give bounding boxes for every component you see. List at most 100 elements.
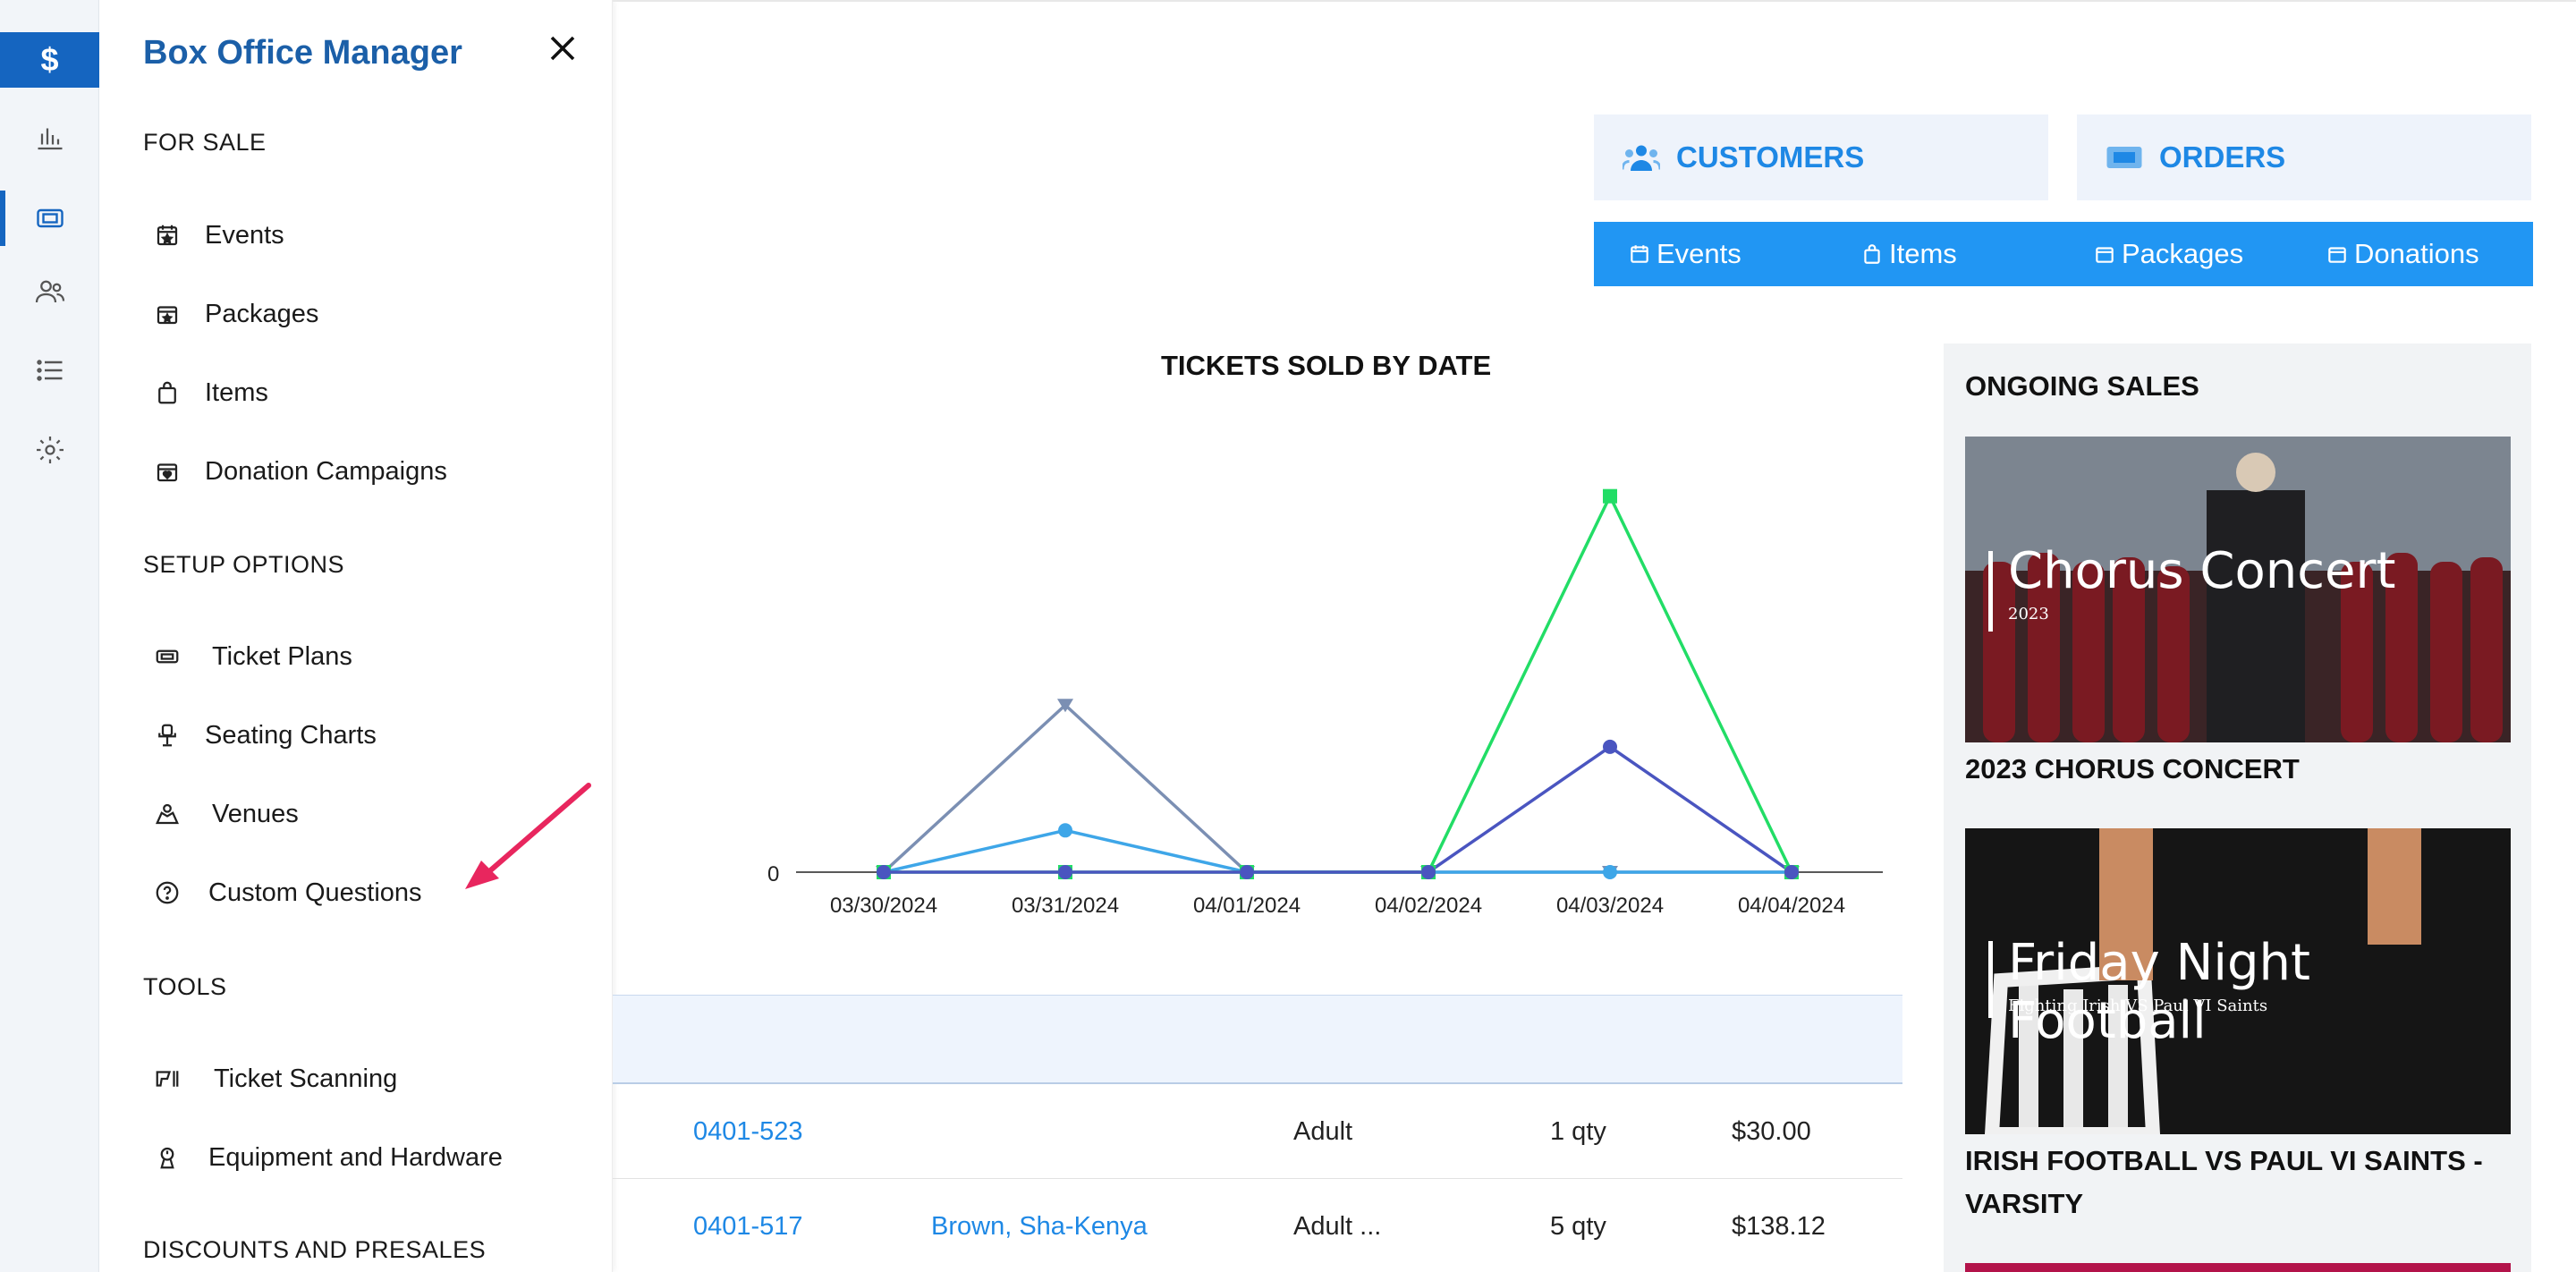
ticket-type: Adult <box>1293 1116 1353 1146</box>
shopping-bag-icon <box>1864 244 1880 264</box>
gear-icon[interactable] <box>0 422 99 478</box>
ticket-icon <box>2106 147 2142 168</box>
series-line <box>882 702 1792 874</box>
football-image[interactable]: Friday Night Football Fighting Irish VS … <box>1965 828 2511 1134</box>
sales-type-tabs: Events Items Packages Donations <box>1594 222 2533 286</box>
tab-donations[interactable]: Donations <box>2326 222 2479 286</box>
menu-item-label: Ticket Plans <box>212 641 352 671</box>
seat-icon <box>153 721 182 750</box>
calendar-star-icon <box>1631 245 1648 263</box>
ticket-type: Adult ... <box>1293 1211 1382 1241</box>
menu-item-custom-questions[interactable]: Custom Questions <box>153 869 422 916</box>
dollar-icon[interactable]: $ <box>0 32 99 88</box>
menu-item-venues[interactable]: Venues <box>153 791 299 837</box>
series-line <box>884 492 1793 874</box>
menu-item-label: Seating Charts <box>205 720 377 750</box>
drawer-title: Box Office Manager <box>143 34 462 72</box>
sale-name-football[interactable]: IRISH FOOTBALL VS PAUL VI SAINTS - VARSI… <box>1965 1145 2483 1219</box>
y-tick-label: 0 <box>767 862 779 886</box>
dollar-glyph: $ <box>40 41 59 78</box>
icon-rail: $ <box>0 0 99 1272</box>
series-line <box>884 744 1792 874</box>
list-icon[interactable] <box>0 343 99 398</box>
map-pin-icon <box>153 800 182 828</box>
football-image-subtitle: Fighting Irish VS Paul VI Saints <box>2008 996 2268 1015</box>
chorus-concert-image[interactable]: Chorus Concert 2023 <box>1965 437 2511 742</box>
shopping-bag-icon <box>153 378 182 407</box>
menu-item-label: Ticket Scanning <box>214 1064 398 1093</box>
data-point <box>877 865 891 879</box>
menu-item-label: Equipment and Hardware <box>208 1142 503 1172</box>
users-icon[interactable] <box>0 264 99 319</box>
customers-button[interactable]: CUSTOMERS <box>1594 114 2048 200</box>
donation-box-icon <box>153 457 182 486</box>
menu-item-packages[interactable]: Packages <box>153 291 318 337</box>
tab-items[interactable]: Items <box>1860 222 1957 286</box>
tab-label: Events <box>1657 238 1741 269</box>
section-for-sale: FOR SALE <box>143 129 267 156</box>
customers-label: CUSTOMERS <box>1676 140 1865 174</box>
menu-item-events[interactable]: Events <box>153 212 284 259</box>
tickets-line-chart: 0 03/30/2024 03/31/2024 04/01/2024 04/02/202… <box>767 488 1883 918</box>
football-image-title: Friday Night Football <box>2008 934 2310 1050</box>
order-total: $30.00 <box>1732 1116 1811 1146</box>
table-row[interactable]: 0401-523 Adult 1 qty $30.00 <box>613 1084 1902 1179</box>
data-point <box>1603 865 1617 879</box>
menu-item-label: Venues <box>212 799 299 828</box>
calendar-star-icon <box>153 221 182 250</box>
x-tick-label: 03/30/2024 <box>830 894 937 918</box>
order-id-link[interactable]: 0401-517 <box>693 1211 803 1241</box>
donation-box-icon <box>2328 247 2346 263</box>
table-row[interactable]: 0401-517 Brown, Sha-Kenya Adult ... 5 qty $1… <box>613 1179 1902 1272</box>
menu-item-label: Custom Questions <box>208 878 422 907</box>
menu-item-label: Items <box>205 377 268 407</box>
data-point <box>1058 823 1072 838</box>
data-point <box>1057 699 1073 713</box>
chorus-image-title: Chorus Concert <box>2008 542 2396 600</box>
tab-packages[interactable]: Packages <box>2093 222 2243 286</box>
ongoing-sales-panel: ONGOING SALES Chorus Concert 2023 2023 <box>1944 343 2531 1272</box>
menu-item-ticket-scanning[interactable]: Ticket Scanning <box>153 1056 397 1102</box>
quantity: 5 qty <box>1550 1211 1606 1241</box>
x-tick-label: 04/04/2024 <box>1738 894 1845 918</box>
x-tick-label: 04/02/2024 <box>1375 894 1482 918</box>
quantity: 1 qty <box>1550 1116 1606 1146</box>
sale-name-chorus[interactable]: 2023 CHORUS CONCERT <box>1965 753 2300 784</box>
menu-item-label: Packages <box>205 299 319 328</box>
tab-label: Items <box>1889 238 1957 269</box>
annotation-arrow-icon <box>465 783 591 889</box>
ongoing-sales-title: ONGOING SALES <box>1965 370 2199 402</box>
customer-name-link[interactable]: Brown, Sha-Kenya <box>931 1211 1148 1241</box>
x-tick-label: 04/01/2024 <box>1193 894 1301 918</box>
menu-item-seating-charts[interactable]: Seating Charts <box>153 712 377 759</box>
ticket-icon[interactable] <box>0 191 99 246</box>
data-point <box>1603 488 1617 504</box>
package-icon <box>153 300 182 328</box>
data-point <box>1240 865 1254 879</box>
next-sale-image-peek <box>1965 1263 2511 1272</box>
data-point <box>1421 865 1436 879</box>
menu-item-ticket-plans[interactable]: Ticket Plans <box>153 633 352 680</box>
menu-item-label: Donation Campaigns <box>205 456 447 486</box>
order-id-link[interactable]: 0401-523 <box>693 1116 803 1146</box>
menu-item-items[interactable]: Items <box>153 369 268 416</box>
section-tools: TOOLS <box>143 973 227 1000</box>
section-discounts-presales: DISCOUNTS AND PRESALES <box>143 1236 487 1263</box>
orders-button[interactable]: ORDERS <box>2077 114 2531 200</box>
bar-chart-icon[interactable] <box>0 110 99 165</box>
users-icon <box>1623 145 1660 171</box>
close-icon[interactable] <box>547 32 579 64</box>
tab-label: Donations <box>2354 238 2479 269</box>
menu-item-equipment[interactable]: Equipment and Hardware <box>153 1134 503 1181</box>
question-circle-icon <box>153 878 182 907</box>
menu-item-donation-campaigns[interactable]: Donation Campaigns <box>153 448 447 495</box>
hardware-icon <box>153 1143 182 1172</box>
package-icon <box>2096 247 2114 263</box>
menu-item-label: Events <box>205 220 284 250</box>
rail-active-indicator <box>0 191 5 246</box>
scanner-icon <box>153 1064 182 1093</box>
chorus-photo <box>1965 437 2511 742</box>
x-tick-label: 03/31/2024 <box>1012 894 1119 918</box>
referee-photo <box>1965 828 2511 1134</box>
tab-events[interactable]: Events <box>1628 222 1741 286</box>
